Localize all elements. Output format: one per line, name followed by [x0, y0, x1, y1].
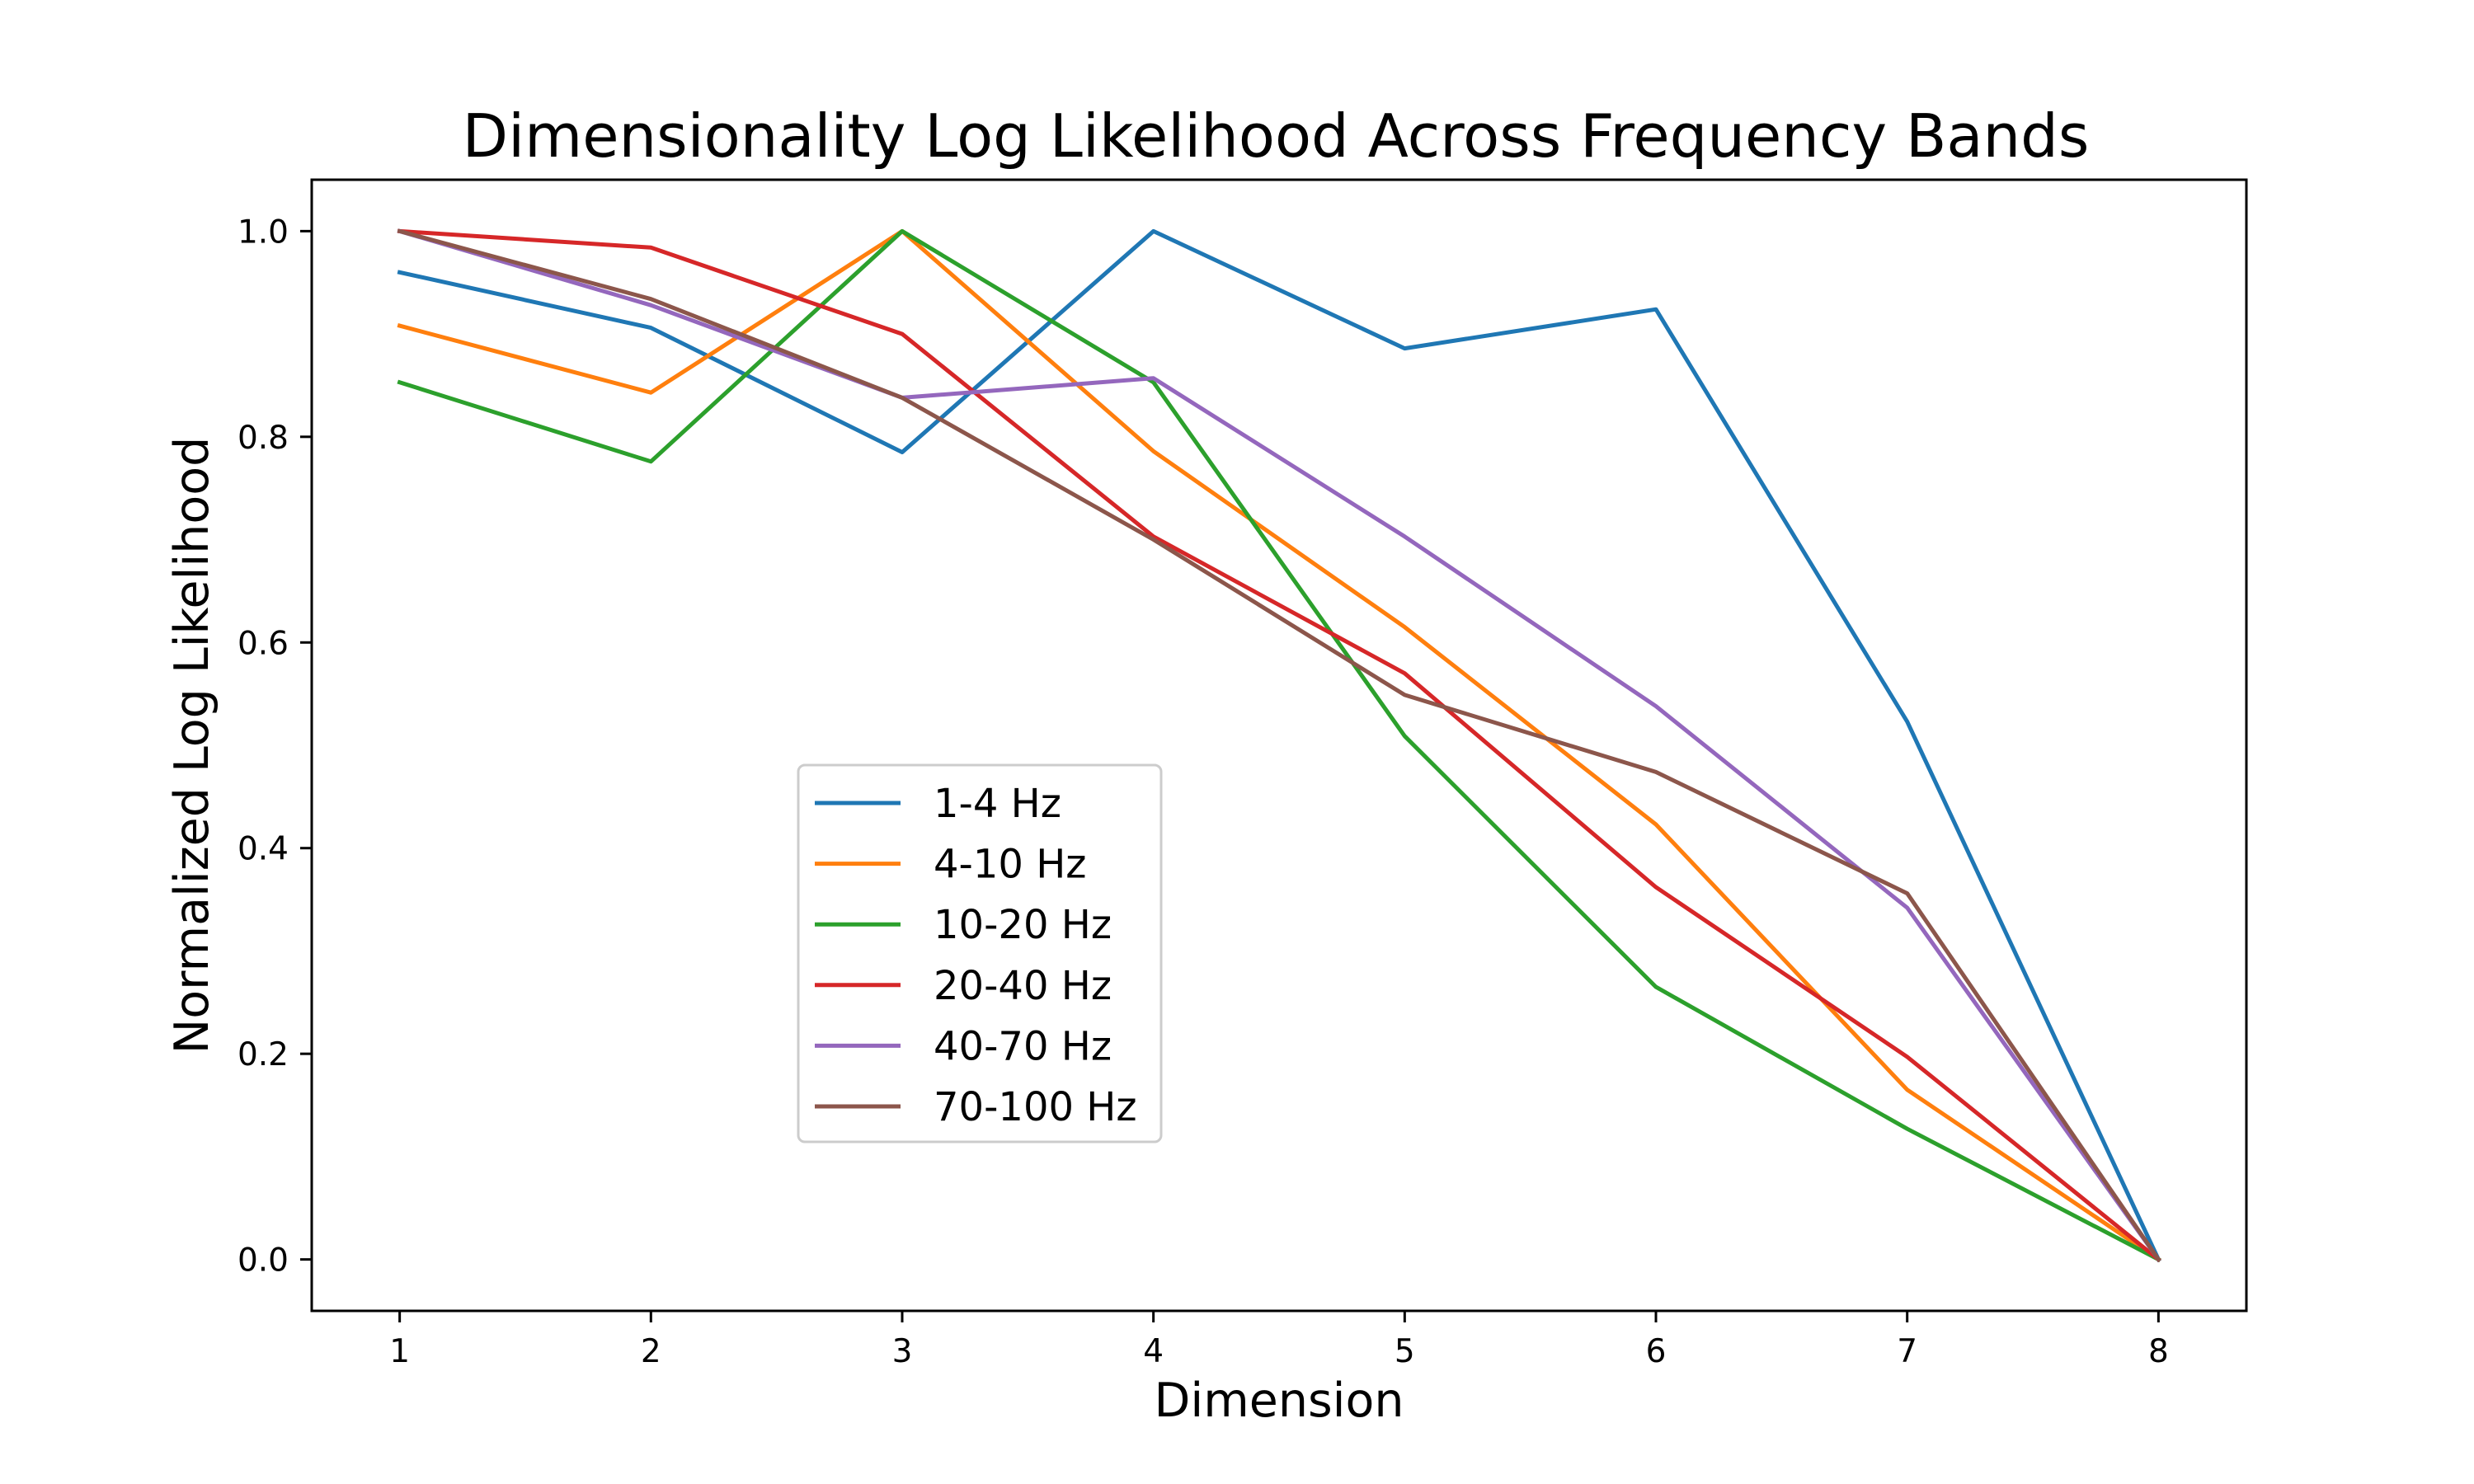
x-tick-label: 1	[389, 1333, 410, 1370]
series-line-5	[397, 228, 2161, 1263]
legend-label-1: 4-10 Hz	[934, 842, 1086, 888]
x-tick-label: 8	[2148, 1333, 2169, 1370]
x-tick-label: 3	[892, 1333, 913, 1370]
y-tick-label: 0.0	[238, 1242, 289, 1280]
x-tick-label: 5	[1395, 1333, 1415, 1370]
y-tick-label: 0.4	[238, 831, 289, 868]
series-line-2	[397, 228, 2161, 1262]
legend-label-4: 40-70 Hz	[934, 1023, 1112, 1069]
legend-label-3: 20-40 Hz	[934, 963, 1112, 1009]
y-tick-label: 0.6	[238, 625, 289, 662]
legend-label-5: 70-100 Hz	[934, 1084, 1137, 1130]
y-tick-label: 0.8	[238, 420, 289, 457]
y-tick-label: 1.0	[238, 214, 289, 251]
x-tick-label: 7	[1897, 1333, 1917, 1370]
y-axis-label: Normalized Log Likelihood	[165, 437, 219, 1054]
legend: 1-4 Hz 4-10 Hz 10-20 Hz 20-40 Hz 40-70 Hz 70-…	[797, 763, 1163, 1144]
x-axis-label: Dimension	[1155, 1374, 1404, 1428]
plot-frame	[310, 178, 2248, 1313]
series-line-0	[397, 228, 2161, 1262]
y-tick-label: 0.2	[238, 1036, 289, 1073]
x-axis: 1 2 3 4 5 6 7 8	[389, 1311, 2169, 1370]
chart-title: Dimensionality Log Likelihood Across Fre…	[463, 101, 2090, 171]
plot-lines	[397, 228, 2161, 1263]
y-axis: 0.0 0.2 0.4 0.6 0.8 1.0	[238, 214, 312, 1280]
legend-label-2: 10-20 Hz	[934, 902, 1112, 948]
x-tick-label: 6	[1646, 1333, 1667, 1370]
x-tick-label: 4	[1143, 1333, 1164, 1370]
series-line-3	[397, 228, 2161, 1263]
x-tick-label: 2	[641, 1333, 661, 1370]
legend-label-0: 1-4 Hz	[934, 781, 1061, 827]
series-line-1	[397, 228, 2161, 1263]
